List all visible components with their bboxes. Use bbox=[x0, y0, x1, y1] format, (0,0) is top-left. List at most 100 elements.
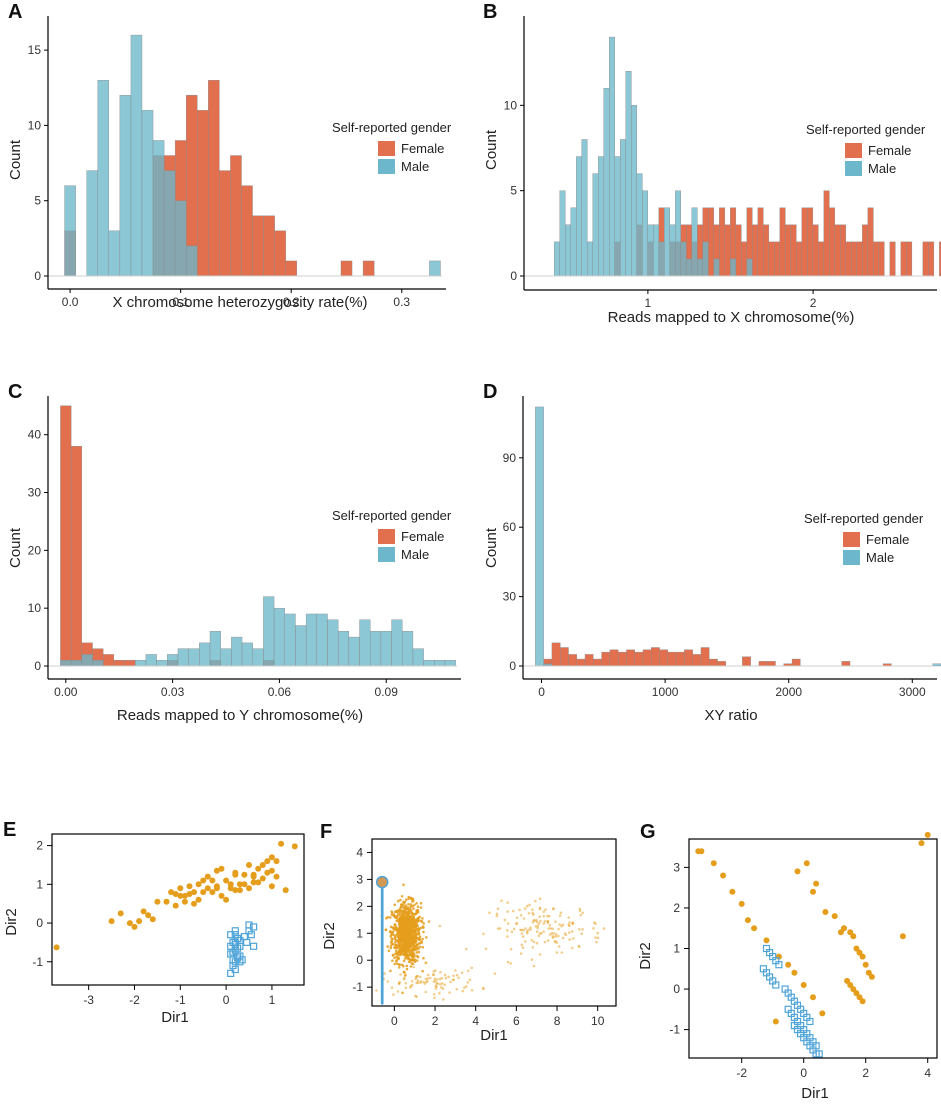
point-orange-far-cluster bbox=[596, 931, 599, 935]
point-orange-main-cluster bbox=[391, 942, 395, 946]
point-orange-main-cluster bbox=[403, 905, 407, 909]
point-orange-main-cluster bbox=[389, 930, 392, 933]
bar-male bbox=[119, 95, 132, 277]
legend-label-female-c: Female bbox=[401, 529, 444, 544]
point-orange-main-cluster bbox=[397, 966, 401, 969]
point-orange-far-cluster bbox=[571, 937, 575, 940]
point-orange-circles bbox=[145, 912, 152, 919]
plot-a: 0.0 0.1 0.2 0.3 0 5 10 15 bbox=[28, 16, 446, 309]
point-orange-main-cluster bbox=[405, 967, 409, 971]
point-orange-main-cluster bbox=[412, 907, 415, 910]
points-f bbox=[375, 875, 606, 1005]
bar-female bbox=[124, 660, 136, 667]
point-orange-far-cluster bbox=[535, 920, 539, 924]
point-orange-far-cluster bbox=[571, 922, 575, 925]
point-orange-far-cluster bbox=[551, 927, 554, 931]
point-blue-squares bbox=[236, 958, 244, 966]
y-tick-label: 1 bbox=[36, 877, 43, 891]
point-orange-circles bbox=[255, 879, 262, 886]
bar-female bbox=[900, 241, 907, 277]
legend-swatch-male-a bbox=[378, 159, 395, 174]
x-tick-label: 0.3 bbox=[393, 295, 410, 309]
point-orange-circles bbox=[729, 888, 736, 895]
bar-female bbox=[878, 241, 885, 277]
point-orange-tail bbox=[440, 977, 444, 980]
point-orange-circles bbox=[850, 933, 857, 940]
point-orange-circles bbox=[853, 990, 860, 997]
point-orange-tail bbox=[448, 991, 451, 994]
point-orange-tail bbox=[435, 978, 439, 981]
point-orange-far-cluster bbox=[546, 914, 549, 918]
point-orange-circles bbox=[859, 998, 866, 1005]
bar-male bbox=[669, 224, 676, 277]
point-orange-far-cluster bbox=[506, 935, 509, 938]
bar-female bbox=[807, 207, 814, 277]
point-orange-main-cluster bbox=[393, 936, 397, 939]
plot-frame bbox=[371, 838, 617, 1007]
bar-female bbox=[568, 654, 577, 667]
axes-d: 0 1000 2000 3000 0 30 60 90 bbox=[503, 396, 937, 699]
y-tick-label: -1 bbox=[352, 980, 363, 994]
point-orange-circles bbox=[810, 994, 816, 1001]
plot-frame bbox=[51, 833, 305, 986]
point-orange-circles bbox=[209, 877, 216, 884]
point-orange-tail bbox=[438, 977, 442, 981]
point-orange-far-cluster bbox=[465, 947, 468, 951]
point-orange-main-cluster bbox=[411, 962, 415, 966]
point-orange-far-cluster bbox=[542, 914, 546, 918]
point-orange-circles bbox=[264, 869, 271, 876]
point-orange-far-cluster bbox=[521, 946, 525, 949]
point-orange-far-cluster bbox=[561, 936, 565, 940]
axes-g: -2 0 2 4 -1 0 1 2 3 bbox=[669, 838, 938, 1080]
bar-female bbox=[230, 155, 242, 277]
legend-title-d: Self-reported gender bbox=[804, 511, 924, 526]
point-orange-circles bbox=[200, 877, 207, 884]
point-orange-circles bbox=[259, 875, 266, 882]
point-orange-tail bbox=[439, 970, 442, 974]
y-tick-label: -1 bbox=[32, 955, 43, 969]
point-blue-squares bbox=[236, 936, 244, 945]
point-orange-main-cluster bbox=[410, 958, 413, 962]
bar-male bbox=[434, 660, 446, 667]
point-orange-main-cluster bbox=[407, 895, 411, 899]
x-tick-label: 0.09 bbox=[375, 685, 399, 699]
bar-male bbox=[691, 207, 698, 277]
point-orange-tail bbox=[470, 966, 474, 970]
point-orange-tail bbox=[424, 990, 428, 994]
point-orange-circles bbox=[738, 900, 745, 907]
point-orange-tail bbox=[443, 973, 447, 977]
point-orange-main-cluster bbox=[411, 900, 414, 903]
point-orange-circles bbox=[186, 883, 193, 890]
point-orange-circles bbox=[195, 881, 202, 888]
point-orange-main-cluster bbox=[416, 924, 420, 928]
y-tick-label: 2 bbox=[36, 839, 43, 853]
bar-male bbox=[592, 173, 599, 277]
point-orange-circles bbox=[117, 910, 124, 917]
bar-male bbox=[429, 260, 441, 277]
bar-female bbox=[812, 224, 819, 277]
legend-title-c: Self-reported gender bbox=[332, 508, 452, 523]
point-orange-circles bbox=[186, 891, 193, 897]
point-orange-circles bbox=[200, 889, 207, 896]
x-tick-label: 0.03 bbox=[161, 685, 185, 699]
point-orange-tail bbox=[440, 986, 443, 989]
bar-male bbox=[380, 631, 392, 667]
point-orange-main-cluster bbox=[396, 929, 399, 933]
point-orange-main-cluster bbox=[407, 950, 411, 954]
bar-male bbox=[174, 200, 187, 277]
point-orange-far-cluster bbox=[512, 927, 516, 931]
points-e bbox=[53, 840, 298, 978]
point-orange-circles bbox=[218, 865, 225, 872]
x-axis-title-d: XY ratio bbox=[704, 707, 757, 724]
point-orange-main-cluster bbox=[421, 945, 425, 949]
point-orange-far-cluster bbox=[546, 939, 550, 942]
point-orange-tail bbox=[412, 965, 416, 969]
point-orange-tail bbox=[396, 990, 400, 993]
point-orange-circles bbox=[250, 871, 257, 878]
bar-female bbox=[709, 658, 718, 667]
point-orange-tail bbox=[482, 987, 485, 991]
bar-female bbox=[796, 241, 803, 277]
bar-female bbox=[856, 241, 863, 277]
bar-female bbox=[818, 241, 825, 277]
point-orange-circles bbox=[236, 881, 243, 888]
